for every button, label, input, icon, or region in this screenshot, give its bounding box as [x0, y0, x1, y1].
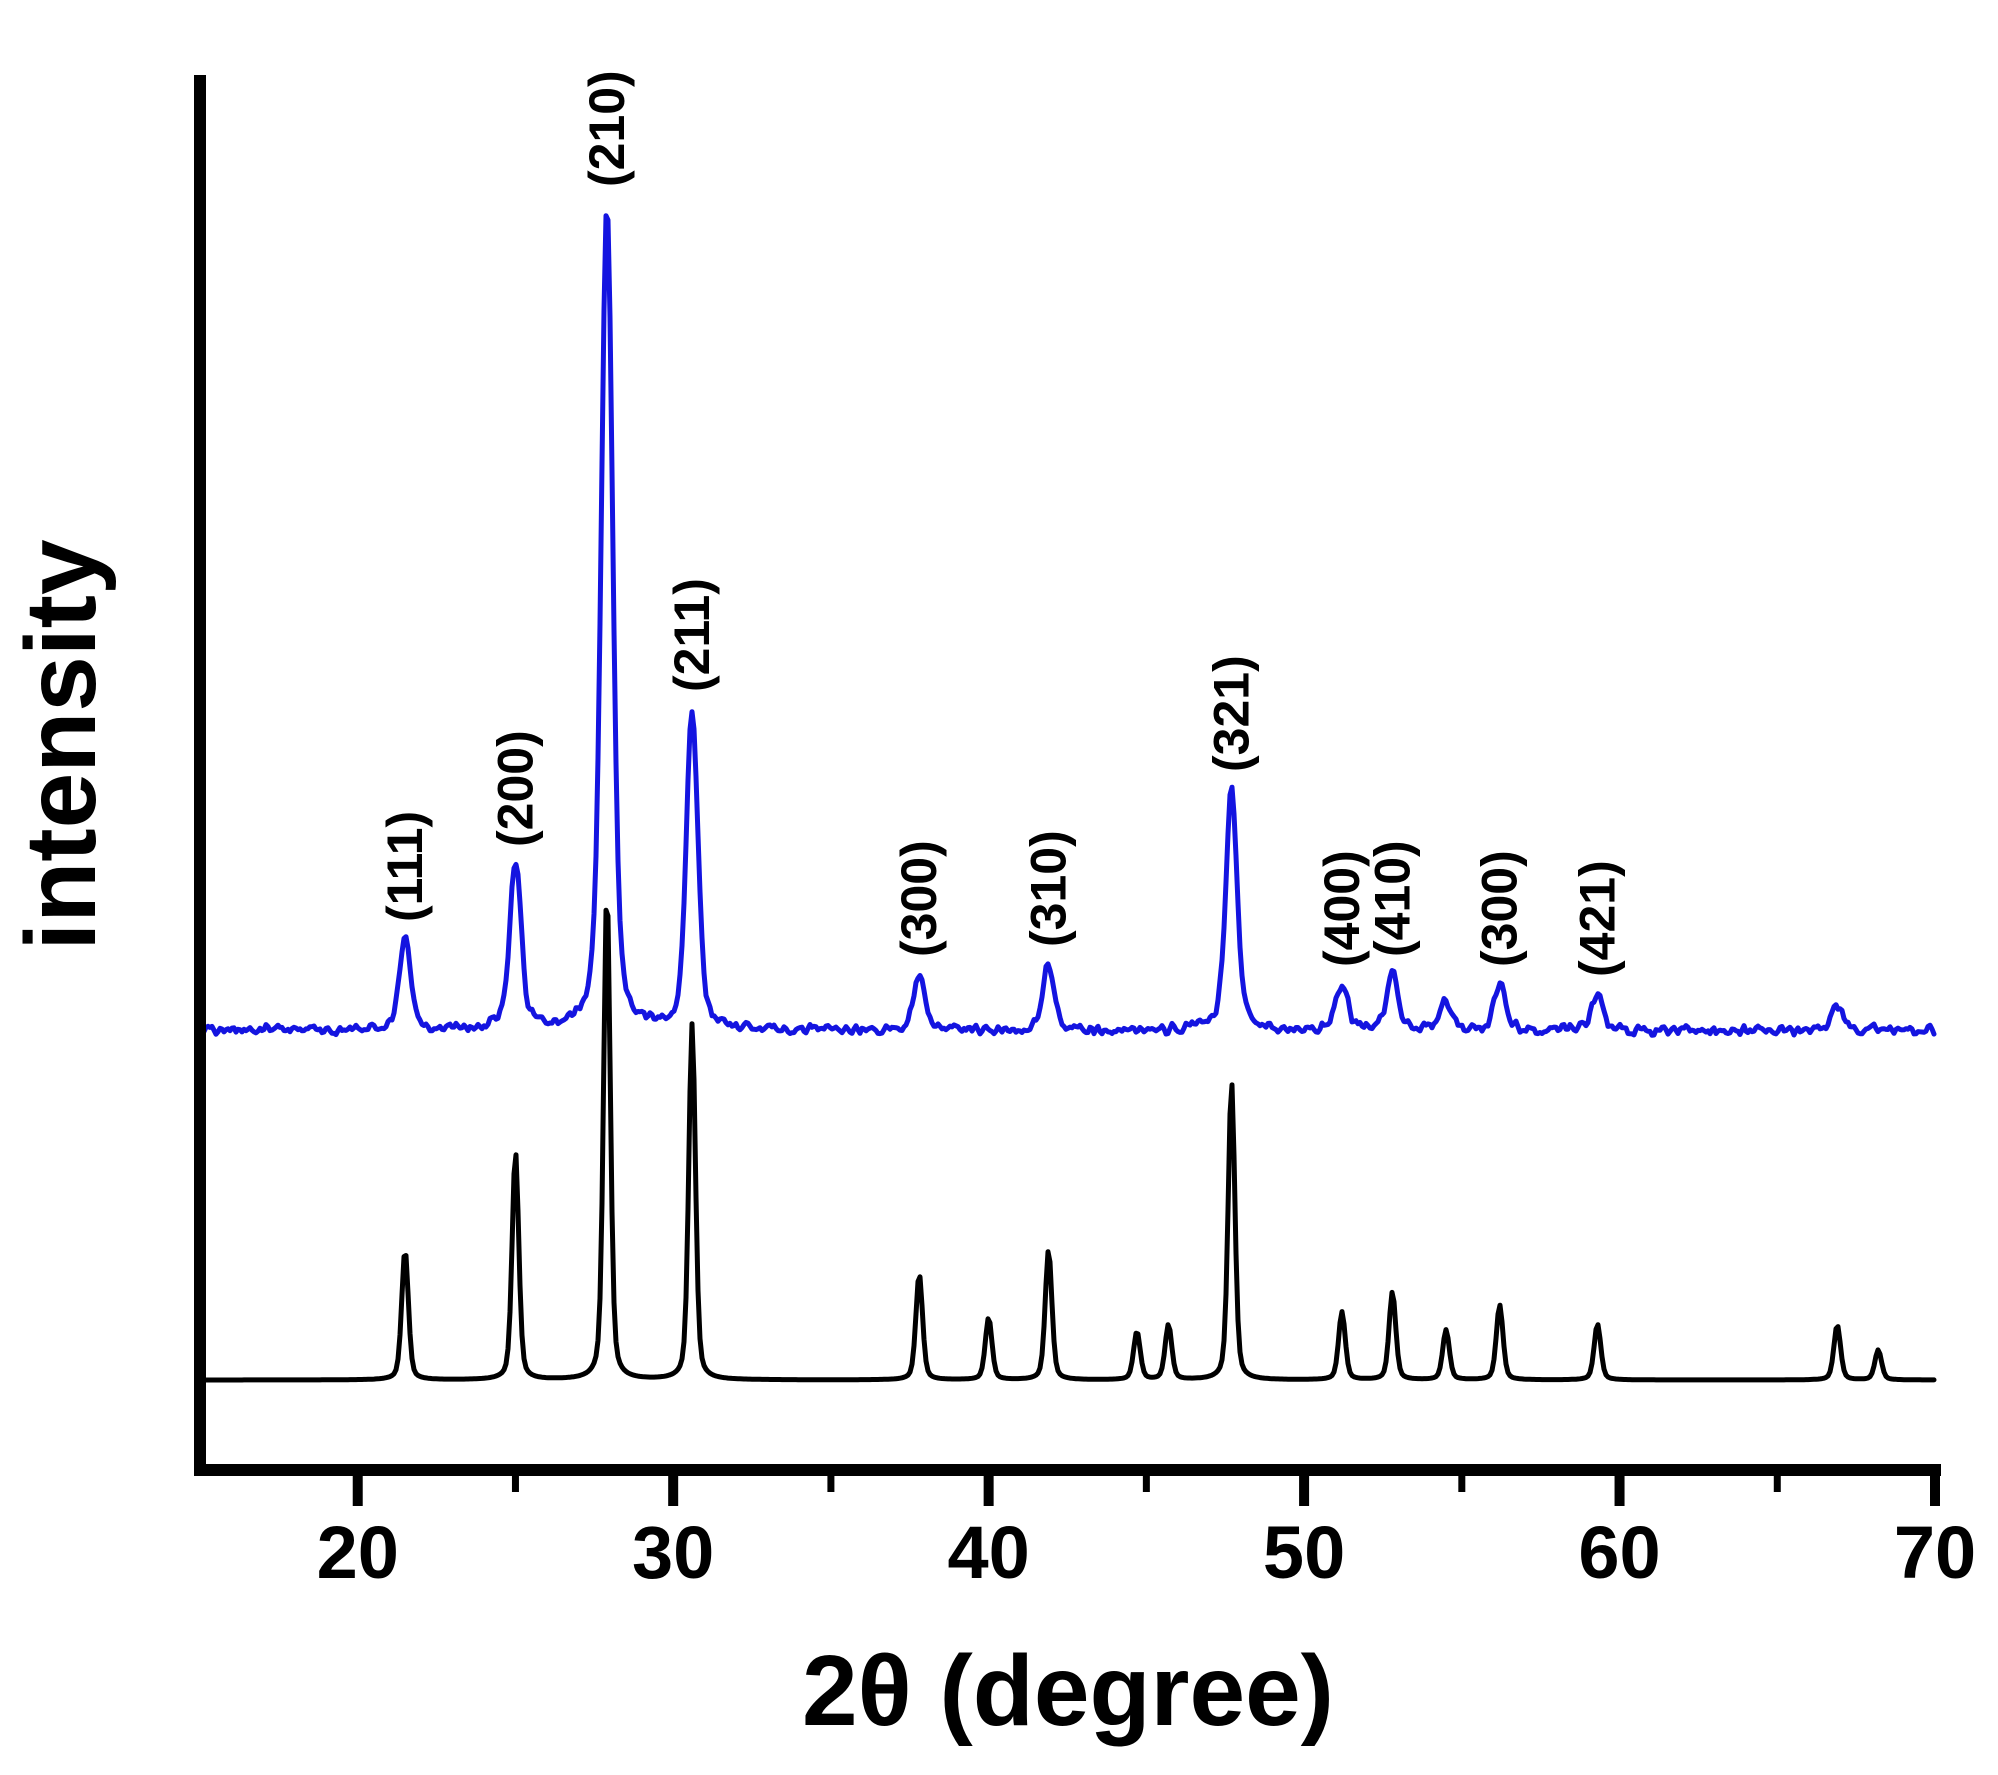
x-tick-label: 20 [317, 1511, 399, 1594]
peak-label: (421) [1569, 860, 1625, 977]
x-tick-label: 60 [1578, 1511, 1660, 1594]
x-axis-title: 2θ (degree) [802, 1635, 1334, 1747]
x-axis-line [194, 1464, 1941, 1476]
trace-reference [197, 907, 1937, 1383]
x-tick-label: 70 [1894, 1511, 1976, 1594]
x-tick-label: 30 [632, 1511, 714, 1594]
y-axis-line [194, 75, 206, 1476]
traces-group [197, 213, 1937, 1383]
peak-label: (400) [1314, 850, 1370, 967]
peak-label: (300) [891, 840, 947, 957]
peak-label: (211) [664, 578, 720, 692]
peak-label: (310) [1021, 830, 1077, 947]
peak-label: (210) [579, 70, 635, 187]
axes-group [194, 75, 1941, 1476]
y-axis-title: intensity [5, 539, 117, 951]
peak-label: (111) [377, 811, 433, 922]
peak-label: (410) [1364, 840, 1420, 957]
ticks-group: 20 30 40 50 60 70 [317, 1476, 1976, 1594]
peak-label: (200) [487, 730, 543, 847]
x-tick-label: 50 [1263, 1511, 1345, 1594]
trace-experimental [197, 213, 1937, 1038]
peak-label: (300) [1472, 850, 1528, 967]
x-tick-label: 40 [947, 1511, 1029, 1594]
peak-label: (321) [1204, 655, 1260, 772]
peak-labels-group: (111) (200) (210) (211) (300) (310) (321) (400)… [377, 70, 1625, 977]
